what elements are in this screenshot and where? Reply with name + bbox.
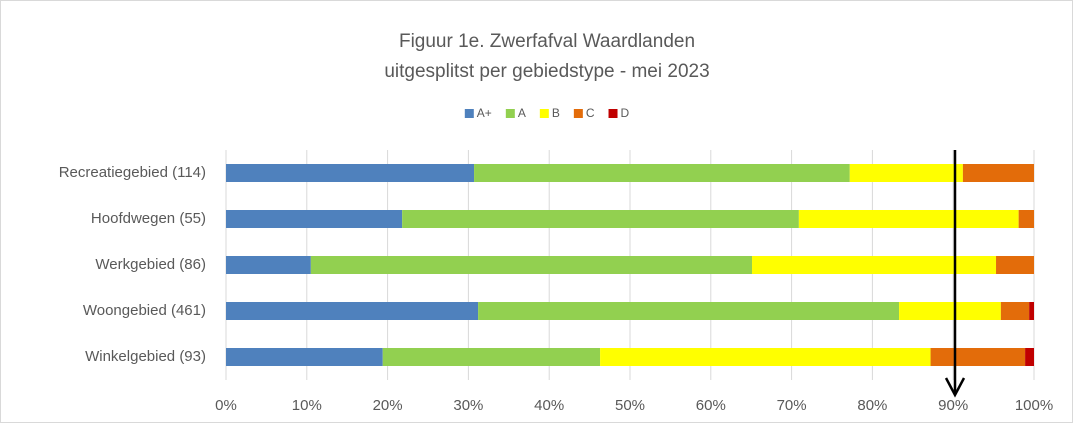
bar-segment: [600, 348, 931, 366]
bar-segment: [1025, 348, 1034, 366]
arrow-head: [944, 377, 966, 398]
bar-segment: [1000, 302, 1030, 320]
bar-segment: [402, 210, 799, 228]
bar-segment: [996, 256, 1034, 274]
x-tick-label: 40%: [534, 397, 564, 414]
legend: A+ A B C D: [464, 106, 630, 120]
x-tick-label: 60%: [696, 397, 726, 414]
legend-swatch: [608, 109, 618, 118]
legend-label: A: [518, 106, 526, 120]
legend-swatch: [573, 109, 583, 118]
bar-segment: [226, 348, 383, 366]
bar-segment: [310, 256, 753, 274]
x-tick-label: 50%: [615, 397, 645, 414]
bar-segment: [226, 302, 479, 320]
bar-segment: [226, 256, 311, 274]
bar-segment: [478, 302, 900, 320]
bar-segment: [849, 164, 963, 182]
x-tick-label: 100%: [1015, 397, 1053, 414]
legend-label: B: [552, 106, 560, 120]
bar-segment: [930, 348, 1026, 366]
bar-segment: [226, 210, 403, 228]
bar-segment: [474, 164, 850, 182]
y-tick-label: Werkgebied (86): [95, 256, 206, 273]
y-tick-label: Hoofdwegen (55): [91, 210, 206, 227]
bar-segment: [962, 164, 1034, 182]
x-tick-label: 70%: [777, 397, 807, 414]
bar-segment: [226, 164, 475, 182]
x-tick-label: 90%: [938, 397, 968, 414]
legend-label: A+: [477, 106, 492, 120]
legend-swatch: [539, 109, 549, 118]
legend-swatch: [505, 109, 515, 118]
legend-swatch: [464, 109, 474, 118]
bar-segment: [899, 302, 1001, 320]
legend-label: D: [621, 106, 630, 120]
chart-title: Figuur 1e. Zwerfafval Waardlanden: [399, 31, 695, 52]
bar-segment: [1029, 302, 1034, 320]
x-tick-label: 30%: [453, 397, 483, 414]
bar-segment: [1018, 210, 1034, 228]
labels: 0% 10% 20% 30% 40% 50% 60% 70% 80% 90% 100% Recreat…: [59, 164, 1054, 414]
bars: [226, 164, 1034, 366]
y-tick-label: Winkelgebied (93): [85, 348, 206, 365]
y-tick-label: Woongebied (461): [83, 302, 206, 319]
annotation-arrow: [944, 150, 966, 398]
x-tick-label: 10%: [292, 397, 322, 414]
x-tick-label: 20%: [373, 397, 403, 414]
bar-segment: [798, 210, 1019, 228]
x-tick-label: 80%: [857, 397, 887, 414]
bar-segment: [752, 256, 997, 274]
chart-subtitle: uitgesplitst per gebiedstype - mei 2023: [384, 61, 709, 82]
x-tick-label: 0%: [215, 397, 237, 414]
legend-label: C: [586, 106, 595, 120]
bar-segment: [382, 348, 601, 366]
y-tick-label: Recreatiegebied (114): [59, 164, 206, 181]
